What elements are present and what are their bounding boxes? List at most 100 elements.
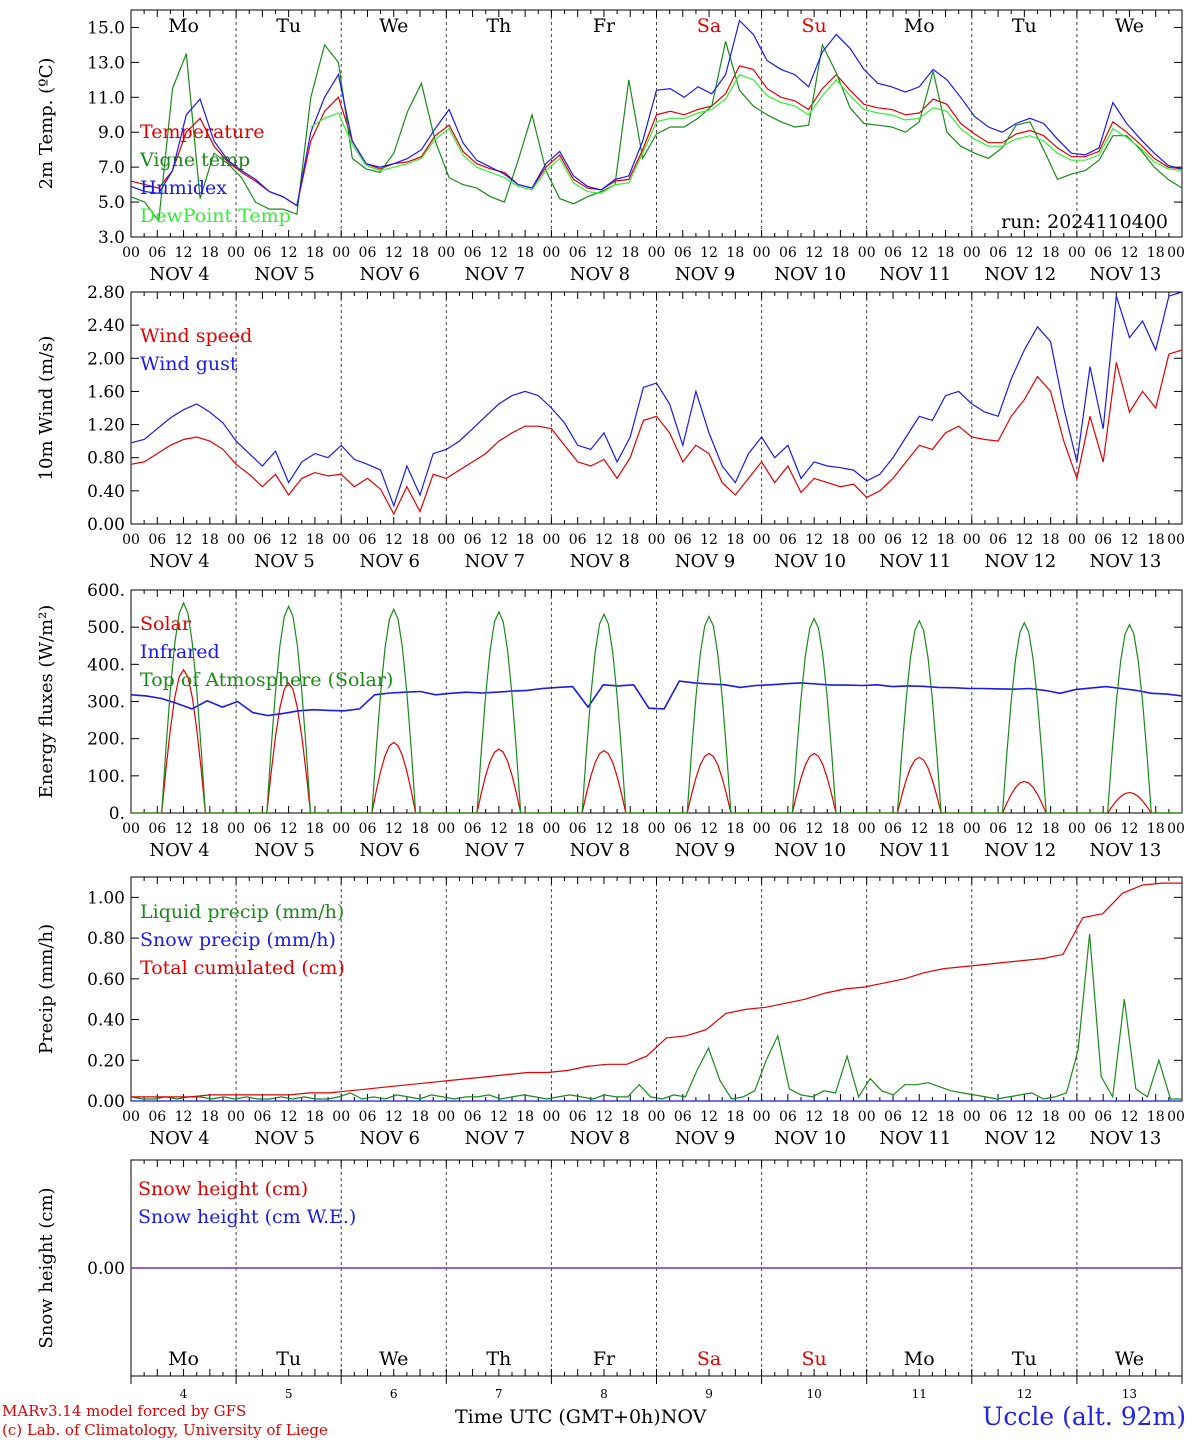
hour-tick-label: 18 [1147,245,1165,261]
hour-tick-label: 00 [122,1109,140,1125]
hour-tick-label: 18 [201,532,219,548]
hour-tick-label: 18 [306,532,324,548]
series-line [131,882,1182,1098]
hour-tick-label: 00 [122,245,140,261]
hour-tick-label: 00 [437,532,455,548]
hour-tick-label: 18 [306,245,324,261]
hour-tick-label: 00 [1167,245,1185,261]
hour-tick-label: 18 [726,821,744,837]
hour-tick-label: 18 [516,245,534,261]
hour-tick-label: 12 [385,245,403,261]
hour-tick-label: 12 [1015,1109,1033,1125]
date-label: NOV 5 [254,551,314,572]
hour-tick-label: 18 [726,245,744,261]
legend-entry: Wind gust [140,353,238,375]
hour-tick-label: 12 [700,245,718,261]
date-label: NOV 4 [149,551,209,572]
hour-tick-label: 06 [359,821,377,837]
date-label: NOV 5 [254,264,314,285]
hour-tick-label: 18 [832,821,850,837]
hour-tick-label: 12 [280,245,298,261]
hour-tick-label: 06 [674,245,692,261]
y-axis-label: 2m Temp. (ºC) [36,58,57,190]
time-axis-label: Time UTC (GMT+0h)NOV [455,1406,706,1428]
hour-tick-label: 00 [332,245,350,261]
hour-tick-label: 00 [648,821,666,837]
hour-tick-label: 18 [1042,532,1060,548]
hour-tick-label: 18 [621,245,639,261]
hour-tick-label: 18 [832,1109,850,1125]
date-label: NOV 4 [149,1128,209,1149]
y-tick-label: 2.80 [87,283,125,303]
hour-tick-label: 06 [569,245,587,261]
hour-tick-label: 00 [437,821,455,837]
hour-tick-label: 12 [595,532,613,548]
hour-tick-label: 12 [805,821,823,837]
hour-tick-label: 18 [411,1109,429,1125]
y-tick-label: 0.60 [87,970,125,990]
hour-tick-label: 12 [595,1109,613,1125]
hour-tick-label: 00 [963,532,981,548]
day-label-bottom: We [1115,1348,1144,1370]
hour-tick-label: 18 [832,532,850,548]
hour-tick-label: 12 [490,821,508,837]
hour-tick-label: 00 [963,1109,981,1125]
hour-tick-label: 12 [490,1109,508,1125]
y-axis-label: 10m Wind (m/s) [36,336,57,481]
hour-tick-label: 12 [700,1109,718,1125]
date-label: NOV 5 [254,1128,314,1149]
hour-tick-label: 12 [490,532,508,548]
date-label: NOV 6 [360,1128,420,1149]
hour-tick-label: 18 [937,1109,955,1125]
month-label: NOV [660,1406,707,1428]
hour-tick-label: 00 [1167,821,1185,837]
hour-tick-label: 00 [963,821,981,837]
day-number-label: 4 [180,1387,188,1401]
station-label: Uccle (alt. 92m) [982,1402,1186,1431]
hour-tick-label: 12 [1121,532,1139,548]
day-number-label: 5 [285,1387,293,1401]
hour-tick-label: 12 [700,821,718,837]
hour-tick-label: 06 [989,245,1007,261]
y-tick-label: 300. [87,693,125,713]
date-label: NOV 7 [465,551,525,572]
y-tick-label: 0.00 [87,515,125,535]
hour-tick-label: 18 [411,532,429,548]
series-line [131,601,1182,814]
hour-tick-label: 18 [1042,1109,1060,1125]
y-tick-label: 600. [87,581,125,601]
hour-tick-label: 06 [359,245,377,261]
series-line [130,19,1183,207]
hour-tick-label: 06 [148,245,166,261]
y-tick-label: 0. [109,804,125,824]
hour-tick-label: 12 [805,245,823,261]
legend-entry: Top of Atmosphere (Solar) [140,669,393,691]
hour-tick-label: 12 [805,532,823,548]
date-label: NOV 5 [254,840,314,861]
y-tick-label: 2.00 [87,349,125,369]
hour-tick-label: 00 [332,532,350,548]
hour-tick-label: 18 [516,532,534,548]
hour-tick-label: 12 [1121,821,1139,837]
date-label: NOV 4 [149,264,209,285]
y-tick-label: 9.0 [98,123,125,143]
hour-tick-label: 00 [542,821,560,837]
date-label: NOV 12 [984,551,1056,572]
day-label-bottom: Th [486,1348,511,1370]
series-line [130,680,1183,717]
day-label-top: Su [802,15,827,37]
day-label-bottom: Su [802,1348,827,1370]
legend-entry: Snow precip (mm/h) [140,929,336,951]
hour-tick-label: 06 [253,245,271,261]
y-axis-label: Energy fluxes (W/m²) [36,605,57,799]
hour-tick-label: 06 [884,1109,902,1125]
hour-tick-label: 12 [175,821,193,837]
hour-tick-label: 12 [1015,245,1033,261]
hour-tick-label: 06 [779,821,797,837]
series-line [130,933,1182,1100]
hour-tick-label: 18 [726,532,744,548]
day-number-label: 11 [912,1387,927,1401]
date-label: NOV 11 [879,1128,951,1149]
hour-tick-label: 00 [648,532,666,548]
